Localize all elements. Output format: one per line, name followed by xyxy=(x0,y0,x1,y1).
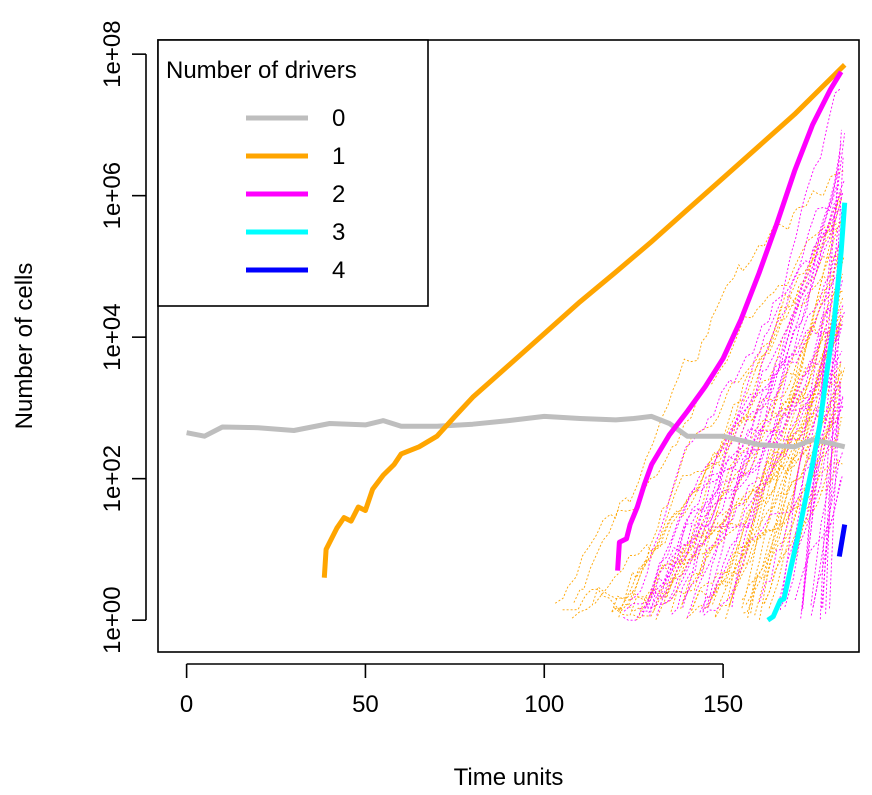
thin-line-66 xyxy=(777,396,844,607)
series-lines xyxy=(186,63,848,623)
plot-frame xyxy=(157,39,860,653)
thin-line-38 xyxy=(686,461,843,619)
legend-label: 1 xyxy=(332,143,345,170)
series-line-2 xyxy=(615,70,844,571)
legend: Number of drivers 0 1 2 3 4 xyxy=(157,39,429,307)
thin-line-73 xyxy=(664,88,841,604)
thin-line-52 xyxy=(682,311,846,602)
thin-line-4 xyxy=(554,170,845,604)
thin-line-0 xyxy=(707,315,844,607)
thin-line-48 xyxy=(702,208,843,611)
thin-line-74 xyxy=(656,350,843,616)
thin-line-71 xyxy=(682,153,841,608)
y-tick-label: 1e+00 xyxy=(99,586,126,653)
thin-line-72 xyxy=(731,141,842,608)
thin-line-43 xyxy=(648,303,845,613)
y-axis-label: Number of cells xyxy=(11,263,38,430)
thin-line-79 xyxy=(810,450,844,616)
legend-box xyxy=(157,39,429,307)
thin-line-40 xyxy=(784,397,844,608)
thin-line-78 xyxy=(703,379,842,616)
thin-line-58 xyxy=(641,193,841,617)
thin-line-75 xyxy=(819,157,844,620)
thin-line-46 xyxy=(646,190,843,608)
thin-line-24 xyxy=(747,227,838,618)
legend-entries: 0 1 2 3 4 xyxy=(246,105,345,284)
thin-line-17 xyxy=(594,323,842,604)
series-line-4 xyxy=(836,524,848,557)
series-line-1 xyxy=(321,63,847,578)
x-tick-label: 0 xyxy=(180,691,193,718)
series-line-0 xyxy=(186,413,846,450)
thin-line-6 xyxy=(729,250,841,606)
thin-line-57 xyxy=(623,238,842,612)
x-tick-label: 150 xyxy=(703,691,743,718)
thin-line-62 xyxy=(649,272,840,617)
x-tick-label: 50 xyxy=(352,691,379,718)
y-axis: 1e+00 1e+02 1e+04 1e+06 1e+08 xyxy=(99,20,147,654)
thin-line-33 xyxy=(665,198,842,604)
y-tick-label: 1e+06 xyxy=(99,162,126,229)
thin-line-42 xyxy=(794,475,843,601)
thin-line-49 xyxy=(699,279,844,613)
x-tick-label: 100 xyxy=(524,691,564,718)
thin-line-63 xyxy=(630,184,842,601)
thin-line-22 xyxy=(618,190,842,618)
legend-title: Number of drivers xyxy=(166,57,357,84)
legend-label: 3 xyxy=(332,219,345,246)
series-line-3 xyxy=(766,202,848,623)
thin-line-29 xyxy=(655,370,842,620)
legend-label: 0 xyxy=(332,105,345,132)
thin-line-9 xyxy=(573,220,843,603)
legend-label: 2 xyxy=(332,181,345,208)
thin-line-59 xyxy=(779,133,846,611)
x-axis-label: Time units xyxy=(454,764,564,791)
thin-line-69 xyxy=(829,386,842,609)
x-axis: 0 50 100 150 xyxy=(180,663,743,718)
thin-line-60 xyxy=(644,321,844,609)
thin-line-64 xyxy=(686,179,846,618)
y-tick-label: 1e+08 xyxy=(99,20,126,87)
thin-simulation-lines xyxy=(554,88,846,621)
thin-line-61 xyxy=(671,192,844,615)
thin-line-68 xyxy=(707,360,843,609)
thin-line-23 xyxy=(635,324,843,621)
thin-line-56 xyxy=(639,308,843,610)
thin-line-35 xyxy=(741,196,843,601)
y-tick-label: 1e+02 xyxy=(99,445,126,512)
y-tick-label: 1e+04 xyxy=(99,303,126,370)
thin-line-53 xyxy=(655,326,842,605)
thin-line-36 xyxy=(618,414,845,609)
thin-line-77 xyxy=(702,171,839,613)
thin-line-67 xyxy=(821,381,841,608)
thin-line-5 xyxy=(611,380,839,616)
thin-line-8 xyxy=(741,381,842,609)
legend-label: 4 xyxy=(332,257,345,284)
thin-line-12 xyxy=(712,308,843,605)
thin-line-16 xyxy=(725,285,840,620)
